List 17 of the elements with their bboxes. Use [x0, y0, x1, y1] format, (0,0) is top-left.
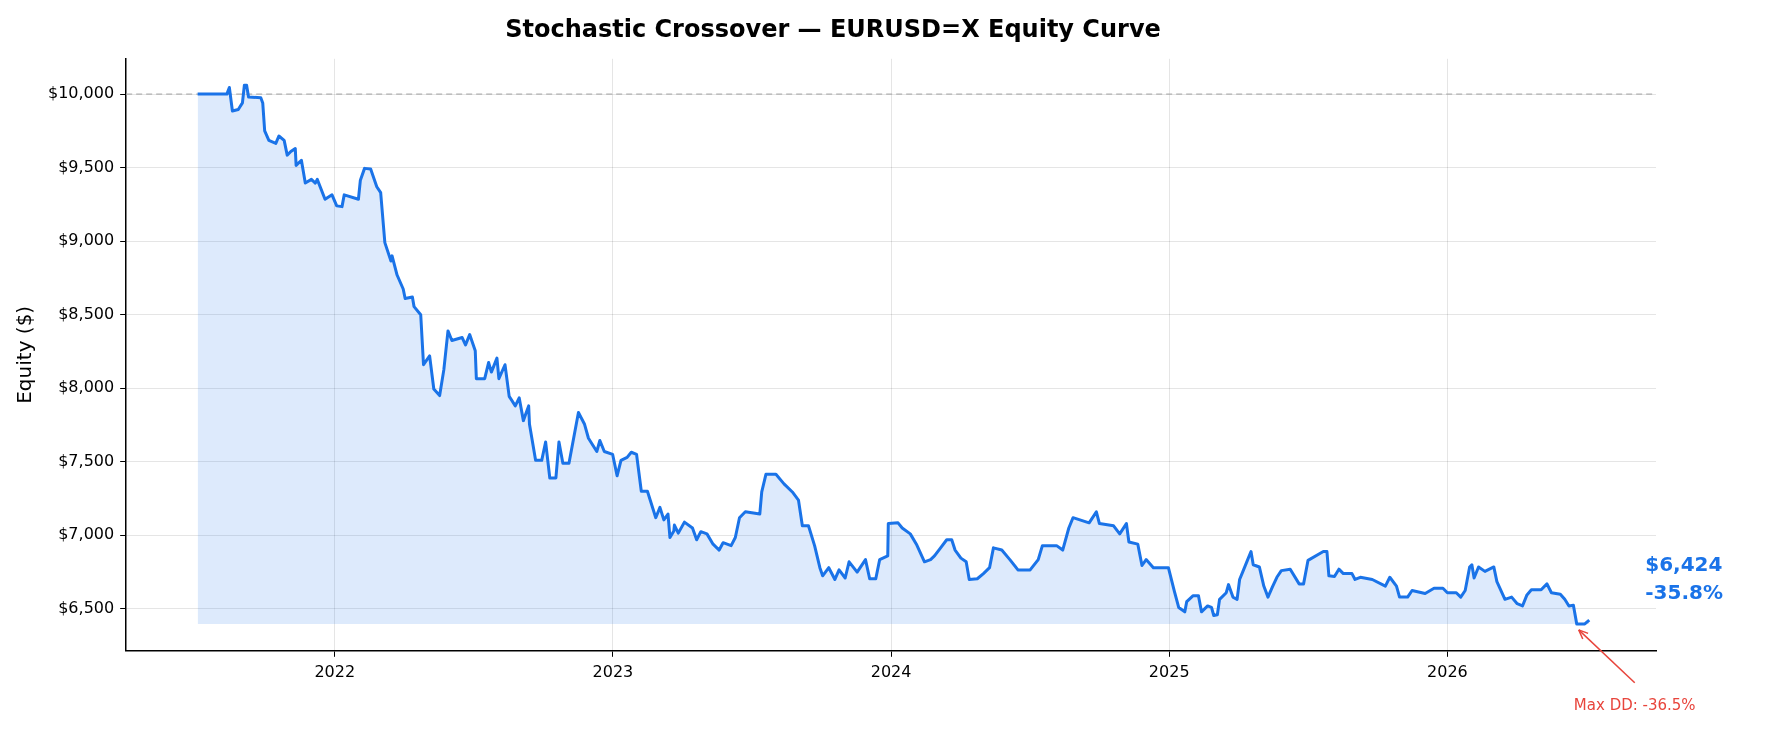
- x-tick-label: 2023: [592, 661, 634, 681]
- y-tick-label: $7,000: [58, 524, 115, 544]
- y-tick-label: $7,500: [58, 450, 115, 470]
- y-tick-label: $6,500: [58, 598, 115, 618]
- y-tick-label: $8,000: [58, 377, 115, 397]
- y-tick-label: $9,500: [58, 156, 115, 176]
- annotation: Max DD: -36.5%: [1573, 696, 1696, 715]
- annotation: $6,424 -35.8%: [1645, 552, 1723, 605]
- chart-title: Stochastic Crossover — EURUSD=X Equity Curve: [505, 14, 1161, 43]
- x-tick-label: 2026: [1427, 661, 1468, 681]
- y-tick-label: $10,000: [47, 83, 115, 103]
- y-tick-label: $9,000: [58, 230, 115, 250]
- x-tick-label: 2022: [314, 661, 356, 681]
- x-tick-label: 2025: [1148, 661, 1190, 681]
- y-tick-label: $8,500: [58, 303, 115, 323]
- x-tick-label: 2024: [870, 661, 912, 681]
- y-axis-title: Equity ($): [12, 305, 37, 404]
